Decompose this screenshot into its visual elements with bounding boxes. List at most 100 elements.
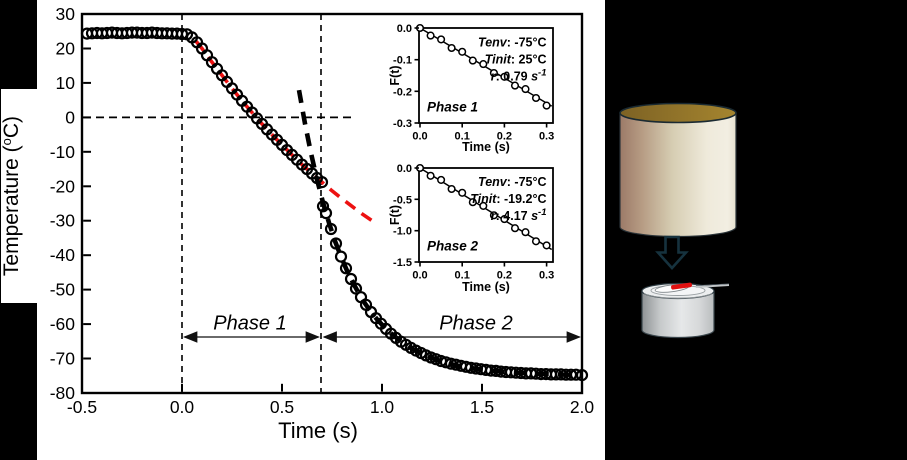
inset-x-tick-label: 0.2 xyxy=(497,270,512,282)
inset-x-tick-label: 0.0 xyxy=(412,270,427,282)
inset-phase-label: Phase 2 xyxy=(427,239,479,254)
inset-x-axis-label: Time (s) xyxy=(462,280,510,294)
inset-data-point xyxy=(437,175,446,184)
hot-cylinder-top xyxy=(619,102,737,124)
thermocouple-rod-edge xyxy=(695,283,730,286)
data-point xyxy=(349,282,363,295)
fit-parameter-row: Tenv: -75°C xyxy=(478,36,546,50)
inset-x-tick-label: 0.1 xyxy=(455,270,470,282)
inset-data-point xyxy=(500,215,509,224)
y-tick-label: -60 xyxy=(50,314,76,334)
inset-x-tick-label: 0.0 xyxy=(412,131,427,143)
inset-data-point xyxy=(458,188,467,197)
fit-parameter-row: Tinit: 25°C xyxy=(485,53,547,67)
y-axis-label: Temperature (oC) xyxy=(0,116,23,276)
plot-border xyxy=(80,12,584,395)
y-tick-label: 10 xyxy=(56,73,76,93)
inset-data-point xyxy=(489,211,498,220)
inset-data-point xyxy=(447,184,456,194)
inset-data-point xyxy=(521,85,530,94)
y-tick-label: 0 xyxy=(65,107,75,127)
phase1-span-label: Phase 1 xyxy=(213,313,286,335)
cooling-transfer-diagram xyxy=(619,102,737,339)
thermocouple-rod xyxy=(695,284,730,288)
data-point xyxy=(575,369,589,382)
x-tick-label: 0.5 xyxy=(270,397,294,417)
phase1-model-line xyxy=(194,40,374,223)
cold-stage-cylinder xyxy=(641,282,730,339)
inset-y-tick-label: -0.2 xyxy=(393,86,412,98)
hot-sample-cylinder xyxy=(619,102,737,238)
inset-y-tick-label: -0.3 xyxy=(393,118,412,130)
inset-data-point xyxy=(426,171,435,180)
fit-parameter-row: r: 0.79 s-1 xyxy=(491,68,547,84)
inset-y-axis-label: F(t) xyxy=(388,205,402,225)
down-arrow-icon xyxy=(655,235,689,270)
inset-data-point xyxy=(489,68,498,78)
inset-data-point xyxy=(531,237,541,246)
y-tick-label: -30 xyxy=(50,211,76,231)
inset-x-axis-label: Time (s) xyxy=(462,140,510,154)
inset-data-point xyxy=(479,201,488,210)
inset-data-point xyxy=(510,81,520,90)
inset-data-point xyxy=(458,47,467,56)
data-point xyxy=(344,272,358,286)
x-tick-label: 2.0 xyxy=(570,397,595,417)
inset-plot-border xyxy=(418,27,554,124)
sample-on-stage xyxy=(671,282,692,290)
inset-x-tick-label: 0.2 xyxy=(497,131,512,143)
data-point xyxy=(315,176,329,189)
inset-data-point xyxy=(447,43,456,53)
inset-x-tick-label: 0.1 xyxy=(455,131,470,143)
inset-data-point xyxy=(531,93,541,103)
y-tick-label: -70 xyxy=(50,349,76,369)
inset-data-point xyxy=(426,31,435,40)
inset-data-point xyxy=(479,60,488,69)
inset-y-tick-label: -1.5 xyxy=(393,257,412,269)
cold-stage-rim-line xyxy=(643,293,713,299)
x-tick-label: 0.0 xyxy=(170,397,195,417)
fit-parameter-row: r: 4.17 s-1 xyxy=(491,207,547,223)
inset-data-point xyxy=(468,198,477,207)
data-point xyxy=(569,368,583,381)
inset-data-point xyxy=(542,241,551,250)
phase-span-annotations: Phase 1 Phase 2 xyxy=(183,313,581,343)
inset-data-point xyxy=(510,224,520,233)
y-tick-label: -80 xyxy=(50,383,76,403)
phase2-inset-plot: Phase 2 Time (s) F(t) 0.0-0.5-1.0-1.50.0… xyxy=(388,163,554,294)
inset-y-tick-label: -0.1 xyxy=(393,55,412,67)
y-tick-label: -20 xyxy=(50,176,76,196)
y-tick-label: 20 xyxy=(56,39,76,59)
y-tick-label: -10 xyxy=(50,142,76,162)
data-point xyxy=(329,237,343,250)
inset-data-point xyxy=(521,228,530,237)
phase1-inset-plot: Phase 1 Time (s) F(t) 0.0-0.1-0.2-0.30.0… xyxy=(388,23,554,154)
hot-cylinder-body xyxy=(619,113,737,238)
phase2-span-label: Phase 2 xyxy=(439,313,512,335)
fit-parameter-row: Tinit: -19.2°C xyxy=(470,192,546,206)
main-temperature-plot: Phase 1 Phase 2 30 20 10 0 -10 -20 -30 -40 -50 -6… xyxy=(0,4,594,443)
inset-y-tick-label: 0.0 xyxy=(397,23,412,35)
fit-parameter-row: Tenv: -75°C xyxy=(478,175,546,189)
cold-stage-body xyxy=(641,291,715,339)
x-axis-label: Time (s) xyxy=(278,418,358,443)
inset-x-tick-label: 0.3 xyxy=(539,270,554,282)
y-tick-label: -50 xyxy=(50,280,76,300)
inset-x-tick-label: 0.3 xyxy=(539,131,554,143)
y-tick-label: -40 xyxy=(50,245,76,265)
data-point xyxy=(339,262,353,275)
data-point xyxy=(334,250,348,263)
data-point xyxy=(316,200,330,213)
x-tick-label: 1.5 xyxy=(470,397,494,417)
x-tick-label: -0.5 xyxy=(67,397,97,417)
x-tick-label: 1.0 xyxy=(370,397,395,417)
y-tick-label: 30 xyxy=(56,4,76,24)
data-point xyxy=(319,207,333,220)
inset-data-point xyxy=(437,35,446,44)
inset-y-tick-label: -0.5 xyxy=(393,194,412,206)
inset-y-tick-label: 0.0 xyxy=(397,163,412,175)
y-axis-label-backdrop xyxy=(1,89,37,303)
